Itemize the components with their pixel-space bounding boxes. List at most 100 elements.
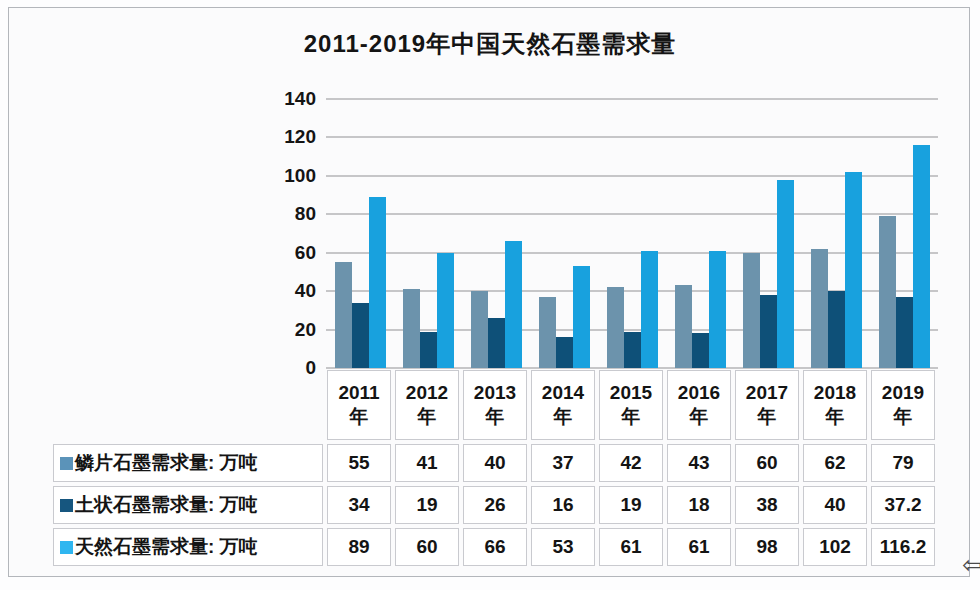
value-cell-r1-c6: 38	[735, 486, 799, 524]
bar-series0-0	[335, 262, 352, 368]
year-text: 2011	[338, 381, 379, 405]
bar-series1-3	[556, 337, 573, 368]
year-text: 2015	[610, 381, 652, 405]
y-tick-label-100: 100	[0, 163, 316, 189]
bar-group-3	[530, 99, 598, 368]
year-cell-7: 2018年	[803, 370, 867, 440]
bar-series1-7	[828, 291, 845, 368]
chart-title: 2011-2019年中国天然石墨需求量	[0, 28, 980, 60]
bar-series0-4	[607, 287, 624, 368]
year-suffix: 年	[554, 405, 573, 429]
year-text: 2014	[542, 381, 584, 405]
value-cell-r1-c3: 16	[531, 486, 595, 524]
value-cell-r0-c1: 41	[395, 444, 459, 482]
bar-series0-5	[675, 285, 692, 368]
bar-series2-2	[505, 241, 522, 368]
bar-series1-0	[352, 303, 369, 368]
year-cell-2: 2013年	[463, 370, 527, 440]
left-arrow-icon: ⇦	[962, 553, 980, 577]
value-cell-r0-c0: 55	[327, 444, 391, 482]
value-cell-r1-c2: 26	[463, 486, 527, 524]
value-cell-r2-c7: 102	[803, 528, 867, 566]
year-text: 2013	[474, 381, 516, 405]
bar-group-0	[326, 99, 394, 368]
y-tick-label-80: 80	[0, 201, 316, 227]
value-cell-r2-c5: 61	[667, 528, 731, 566]
bar-series2-0	[369, 197, 386, 368]
bar-series1-4	[624, 332, 641, 369]
value-cell-r1-c4: 19	[599, 486, 663, 524]
legend-label-2: 天然石墨需求量: 万吨	[53, 528, 323, 566]
data-table: 2011年2012年2013年2014年2015年2016年2017年2018年…	[53, 370, 935, 566]
bar-series1-1	[420, 332, 437, 369]
bar-series0-6	[743, 253, 760, 368]
value-cell-r1-c8: 37.2	[871, 486, 935, 524]
bar-series2-5	[709, 251, 726, 368]
series-name: 土状石墨需求量: 万吨	[75, 492, 258, 518]
table-corner-spacer	[53, 370, 323, 440]
value-cell-r2-c0: 89	[327, 528, 391, 566]
bar-series1-6	[760, 295, 777, 368]
bar-group-7	[802, 99, 870, 368]
value-cell-r0-c3: 37	[531, 444, 595, 482]
value-cell-r2-c8: 116.2	[871, 528, 935, 566]
bar-group-4	[598, 99, 666, 368]
y-tick-label-40: 40	[0, 278, 316, 304]
legend-label-0: 鳞片石墨需求量: 万吨	[53, 444, 323, 482]
bar-series2-6	[777, 180, 794, 368]
bar-series2-3	[573, 266, 590, 368]
year-text: 2017	[746, 381, 788, 405]
value-cell-r1-c5: 18	[667, 486, 731, 524]
year-suffix: 年	[758, 405, 777, 429]
bar-group-1	[394, 99, 462, 368]
value-cell-r1-c7: 40	[803, 486, 867, 524]
year-text: 2016	[678, 381, 720, 405]
bar-group-8	[870, 99, 938, 368]
year-suffix: 年	[418, 405, 437, 429]
value-cell-r2-c4: 61	[599, 528, 663, 566]
bar-series2-4	[641, 251, 658, 368]
bar-series2-7	[845, 172, 862, 368]
year-suffix: 年	[894, 405, 913, 429]
legend-marker-icon	[60, 457, 73, 470]
legend-marker-icon	[60, 541, 73, 554]
y-tick-label-120: 120	[0, 124, 316, 150]
year-suffix: 年	[350, 405, 369, 429]
legend-marker-icon	[60, 499, 73, 512]
series-name: 鳞片石墨需求量: 万吨	[75, 450, 258, 476]
value-cell-r0-c7: 62	[803, 444, 867, 482]
y-tick-label-20: 20	[0, 317, 316, 343]
bar-series2-8	[913, 145, 930, 368]
value-cell-r1-c0: 34	[327, 486, 391, 524]
bar-series0-1	[403, 289, 420, 368]
legend-label-1: 土状石墨需求量: 万吨	[53, 486, 323, 524]
bar-series0-8	[879, 216, 896, 368]
bar-group-2	[462, 99, 530, 368]
year-suffix: 年	[486, 405, 505, 429]
value-cell-r0-c8: 79	[871, 444, 935, 482]
year-cell-0: 2011年	[327, 370, 391, 440]
bar-series1-5	[692, 333, 709, 368]
year-suffix: 年	[826, 405, 845, 429]
year-text: 2019	[882, 381, 924, 405]
bar-series1-8	[896, 297, 913, 368]
y-tick-label-140: 140	[0, 86, 316, 112]
value-cell-r0-c6: 60	[735, 444, 799, 482]
year-cell-4: 2015年	[599, 370, 663, 440]
value-cell-r0-c2: 40	[463, 444, 527, 482]
bar-series2-1	[437, 253, 454, 368]
bar-series1-2	[488, 318, 505, 368]
year-cell-8: 2019年	[871, 370, 935, 440]
year-text: 2018	[814, 381, 856, 405]
bar-series0-7	[811, 249, 828, 368]
year-text: 2012	[406, 381, 448, 405]
value-cell-r0-c5: 43	[667, 444, 731, 482]
year-suffix: 年	[622, 405, 641, 429]
year-cell-5: 2016年	[667, 370, 731, 440]
value-cell-r2-c3: 53	[531, 528, 595, 566]
year-cell-3: 2014年	[531, 370, 595, 440]
bar-group-5	[666, 99, 734, 368]
year-cell-6: 2017年	[735, 370, 799, 440]
year-cell-1: 2012年	[395, 370, 459, 440]
value-cell-r2-c6: 98	[735, 528, 799, 566]
